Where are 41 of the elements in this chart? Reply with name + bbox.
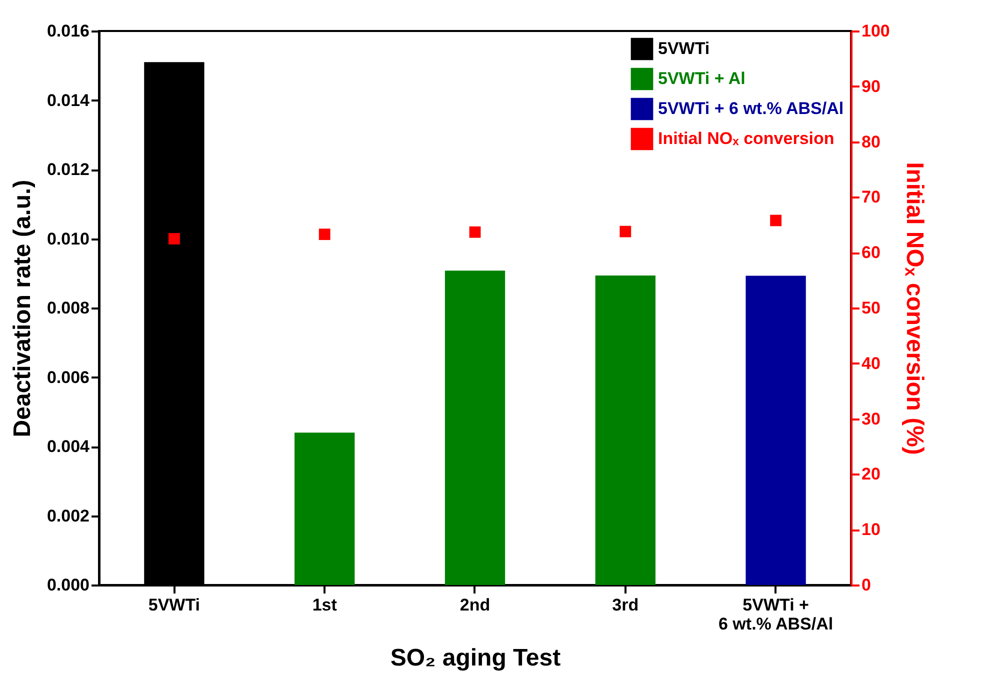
legend-label: Initial NOₓ conversion — [658, 129, 834, 148]
y2-tick-label: 10 — [862, 520, 880, 540]
y2-tick-label: 90 — [862, 76, 880, 96]
x-tick-label: 5VWTi + 6 wt.% ABS/Al — [718, 596, 834, 634]
y-tick-label: 0.010 — [46, 229, 90, 248]
y-tick-label: 0.016 — [46, 22, 90, 40]
point — [318, 228, 330, 240]
point — [620, 226, 632, 238]
y2-tick-label: 50 — [862, 298, 880, 318]
bar — [294, 432, 355, 585]
y2-tick-label: 70 — [862, 188, 880, 207]
y2-tick-label: 80 — [862, 132, 880, 152]
point — [469, 226, 481, 238]
point — [168, 233, 180, 244]
y-axis-title: Deactivation rate (a.u.) — [8, 180, 36, 438]
legend-label: 5VWTi — [658, 39, 710, 58]
y-tick-label: 0.002 — [46, 506, 90, 526]
point — [770, 214, 782, 226]
y2-tick-label: 40 — [862, 354, 880, 373]
y2-tick-label: 20 — [862, 464, 880, 484]
y-tick-label: 0.000 — [46, 576, 90, 594]
x-tick-label: 3rd — [612, 596, 639, 614]
legend-label: 5VWTi + 6 wt.% ABS/Al — [658, 99, 844, 118]
legend-label: 5VWTi + Al — [658, 69, 746, 88]
y2-tick-label: 0 — [862, 576, 871, 594]
y-tick-label: 0.012 — [46, 160, 90, 179]
x-tick-label: 5VWTi — [148, 596, 200, 614]
x-axis-title: SO₂ aging Test — [390, 644, 561, 672]
x-tick-label: 1st — [312, 596, 338, 614]
x-tick-label: 2nd — [460, 596, 490, 614]
bar — [444, 270, 506, 585]
bar — [595, 275, 656, 585]
bar — [746, 276, 806, 585]
y-tick-label: 0.008 — [46, 298, 90, 318]
y2-tick-label: 60 — [862, 243, 880, 262]
y2-tick-label: 30 — [862, 409, 880, 428]
y-tick-label: 0.014 — [46, 90, 90, 110]
y2-tick-label: 100 — [862, 22, 890, 40]
y-tick-label: 0.006 — [46, 368, 90, 387]
y-tick-label: 0.004 — [46, 437, 90, 456]
y2-axis-title: Initial NOₓ conversion (%) — [900, 162, 928, 455]
